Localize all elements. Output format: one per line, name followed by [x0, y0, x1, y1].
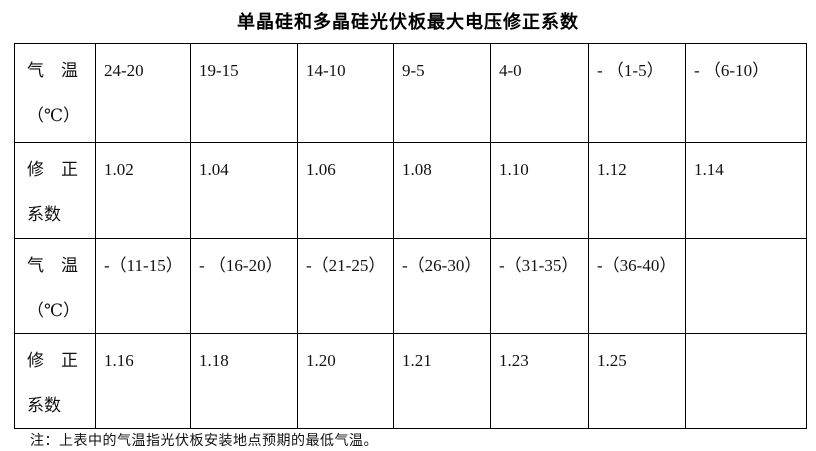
- row-header-coefficient: 修 正 系数: [14, 142, 96, 239]
- row-header-temperature: 气 温 （℃）: [14, 43, 96, 143]
- table-cell: 1.23: [490, 333, 589, 429]
- table-cell: - （1-5）: [588, 43, 686, 143]
- table-cell: 14-10: [297, 43, 394, 143]
- table-cell: - （6-10）: [685, 43, 807, 143]
- table-cell: 4-0: [490, 43, 589, 143]
- table-cell: 24-20: [95, 43, 191, 143]
- table-row-coef-2: 修 正 系数 1.16 1.18 1.20 1.21 1.23 1.25: [14, 333, 807, 429]
- table-cell-empty: [685, 333, 807, 429]
- table-cell: -（31-35）: [490, 238, 589, 334]
- table-cell: 1.21: [393, 333, 491, 429]
- table: 气 温 （℃） 24-20 19-15 14-10 9-5 4-0 - （1-5…: [14, 43, 807, 429]
- table-cell: 1.18: [190, 333, 298, 429]
- table-cell: 1.25: [588, 333, 686, 429]
- correction-coefficient-table: 气 温 （℃） 24-20 19-15 14-10 9-5 4-0 - （1-5…: [14, 43, 807, 429]
- table-note: 注：上表中的气温指光伏板安装地点预期的最低气温。: [30, 434, 378, 449]
- table-cell: -（26-30）: [393, 238, 491, 334]
- table-cell: 1.12: [588, 142, 686, 239]
- table-row-coef-1: 修 正 系数 1.02 1.04 1.06 1.08 1.10 1.12 1.1…: [14, 142, 807, 239]
- table-cell: 1.20: [297, 333, 394, 429]
- row-header-temperature: 气 温 （℃）: [14, 238, 96, 334]
- table-row-temp-1: 气 温 （℃） 24-20 19-15 14-10 9-5 4-0 - （1-5…: [14, 43, 807, 143]
- table-cell: - （16-20）: [190, 238, 298, 334]
- table-cell: 1.06: [297, 142, 394, 239]
- table-cell: 1.04: [190, 142, 298, 239]
- table-cell: -（21-25）: [297, 238, 394, 334]
- page-title: 单晶硅和多晶硅光伏板最大电压修正系数: [237, 12, 579, 32]
- table-cell-empty: [685, 238, 807, 334]
- table-cell: 1.14: [685, 142, 807, 239]
- table-row-temp-2: 气 温 （℃） -（11-15） - （16-20） -（21-25） -（26…: [14, 238, 807, 334]
- table-cell: 19-15: [190, 43, 298, 143]
- table-cell: 1.10: [490, 142, 589, 239]
- table-cell: -（11-15）: [95, 238, 191, 334]
- table-cell: 1.16: [95, 333, 191, 429]
- table-cell: 9-5: [393, 43, 491, 143]
- table-cell: 1.02: [95, 142, 191, 239]
- table-cell: 1.08: [393, 142, 491, 239]
- table-cell: -（36-40）: [588, 238, 686, 334]
- row-header-coefficient: 修 正 系数: [14, 333, 96, 429]
